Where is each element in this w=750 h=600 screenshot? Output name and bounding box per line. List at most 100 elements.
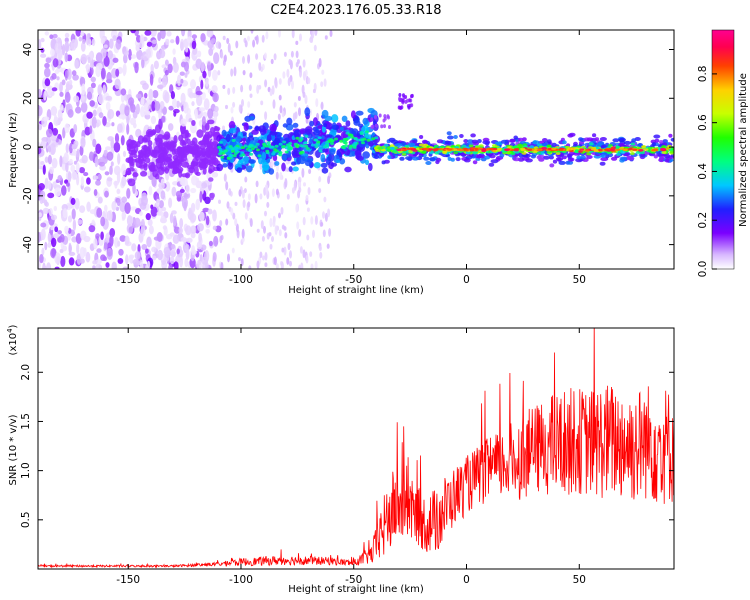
heatmap-cell: [197, 140, 204, 146]
heatmap-cell: [159, 100, 165, 110]
x-tick-label: 0: [463, 574, 470, 586]
heatmap-cell: [158, 77, 162, 84]
heatmap-cell: [651, 142, 657, 147]
heatmap-cell: [517, 143, 523, 147]
heatmap-cell: [93, 238, 98, 250]
heatmap-cell: [60, 255, 66, 268]
heatmap-cell: [324, 35, 328, 40]
heatmap-cell: [120, 88, 127, 96]
heatmap-cell: [256, 84, 260, 94]
heatmap-cell: [68, 79, 73, 86]
heatmap-cell: [201, 92, 206, 100]
heatmap-cell: [373, 155, 379, 159]
heatmap-cell: [151, 246, 157, 253]
heatmap-cell: [128, 48, 132, 61]
heatmap-cell: [314, 30, 318, 36]
heatmap-cell: [261, 235, 265, 242]
heatmap-cell: [339, 126, 344, 131]
heatmap-cell: [322, 211, 325, 219]
heatmap-cell: [361, 141, 365, 145]
heatmap-cell: [225, 218, 229, 226]
heatmap-cell: [163, 152, 168, 160]
heatmap-cell: [71, 171, 78, 181]
heatmap-cell: [225, 104, 228, 110]
heatmap-cell: [248, 149, 253, 153]
heatmap-cell: [412, 149, 418, 152]
heatmap-cell: [438, 148, 444, 151]
heatmap-cell: [317, 136, 322, 140]
heatmap-cell: [95, 62, 103, 71]
heatmap-cell: [327, 175, 331, 185]
heatmap-cell: [126, 123, 130, 135]
heatmap-cell: [64, 91, 71, 103]
heatmap-cell: [90, 58, 94, 71]
heatmap-cell: [191, 34, 198, 39]
heatmap-cell: [140, 96, 145, 106]
heatmap-cell: [197, 223, 204, 232]
heatmap-cell: [631, 138, 637, 143]
heatmap-cell: [383, 114, 387, 119]
heatmap-cell: [444, 140, 450, 145]
heatmap-cell: [163, 246, 171, 256]
heatmap-cell: [229, 50, 233, 56]
heatmap-cell: [294, 111, 298, 120]
heatmap-cell: [299, 246, 303, 254]
heatmap-cell: [218, 199, 221, 204]
heatmap-cell: [255, 142, 260, 146]
heatmap-cell: [57, 109, 63, 120]
heatmap-cell: [270, 158, 274, 167]
heatmap-cell: [51, 87, 58, 92]
heatmap-cell: [476, 154, 482, 159]
heatmap-cell: [139, 261, 144, 269]
heatmap-cell: [150, 63, 154, 74]
heatmap-cell: [225, 133, 231, 143]
heatmap-cell: [192, 144, 199, 153]
heatmap-cell: [330, 128, 337, 136]
heatmap-cell: [218, 148, 223, 151]
heatmap-cell: [313, 129, 321, 136]
heatmap-cell: [90, 82, 96, 89]
heatmap-cell: [109, 165, 113, 176]
heatmap-cell: [176, 248, 180, 255]
heatmap-cell: [54, 226, 59, 233]
heatmap-cell: [653, 154, 658, 159]
heatmap-cell: [130, 30, 136, 34]
heatmap-cell: [469, 149, 475, 152]
heatmap-cell: [47, 180, 52, 190]
heatmap-cell: [97, 93, 105, 105]
heatmap-cell: [100, 231, 104, 241]
heatmap-cell: [155, 137, 163, 147]
heatmap-cell: [241, 228, 245, 239]
heatmap-cell: [247, 193, 251, 201]
heatmap-cell: [41, 196, 46, 204]
heatmap-cell: [47, 154, 52, 165]
heatmap-cell: [407, 105, 411, 110]
heatmap-cell: [295, 144, 300, 148]
heatmap-cell: [327, 208, 331, 218]
heatmap-cell: [251, 129, 259, 135]
heatmap-cell: [51, 157, 58, 169]
heatmap-cell: [446, 148, 452, 151]
heatmap-cell: [255, 148, 260, 152]
heatmap-cell: [661, 145, 667, 149]
heatmap-cell: [71, 143, 78, 150]
heatmap-cell: [429, 157, 436, 162]
heatmap-cell: [96, 248, 102, 253]
heatmap-cell: [52, 181, 57, 188]
heatmap-cell: [318, 245, 322, 252]
heatmap-cell: [70, 39, 77, 51]
heatmap-cell: [604, 148, 610, 151]
heatmap-cell: [272, 139, 279, 147]
heatmap-cell: [50, 237, 57, 248]
heatmap-cell: [558, 148, 564, 151]
heatmap-cell: [388, 125, 391, 129]
heatmap-cell: [104, 190, 109, 198]
heatmap-cell: [248, 265, 252, 269]
heatmap-cell: [176, 168, 182, 174]
heatmap-cell: [326, 243, 330, 249]
heatmap-cell: [216, 163, 224, 172]
heatmap-cell: [126, 215, 133, 227]
heatmap-cell: [401, 98, 405, 103]
heatmap-cell: [217, 70, 221, 76]
heatmap-cell: [44, 31, 50, 36]
